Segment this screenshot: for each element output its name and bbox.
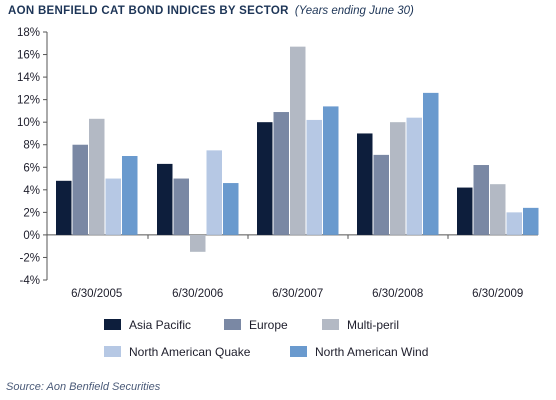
bar (306, 119, 322, 235)
y-tick-label: 6% (23, 162, 40, 174)
y-tick-label: 8% (23, 140, 40, 152)
bar (523, 207, 539, 235)
legend-label: Europe (249, 318, 288, 332)
legend-label: Asia Pacific (129, 318, 191, 332)
y-tick-label: 10% (17, 117, 40, 129)
bar (223, 183, 239, 235)
legend-swatch (290, 346, 307, 357)
bar (390, 122, 406, 235)
bar (323, 106, 339, 235)
chart-subtitle: (Years ending June 30) (294, 5, 414, 17)
bar (457, 187, 473, 235)
bar (490, 184, 506, 235)
chart-title-block: AON BENFIELD CAT BOND INDICES BY SECTOR … (8, 5, 414, 17)
y-tick-label: 16% (17, 50, 40, 62)
bar (190, 234, 206, 252)
bar (423, 92, 439, 235)
y-tick-label: 14% (17, 72, 40, 84)
legend-swatch (104, 346, 121, 357)
y-tick-label: -2% (20, 252, 40, 264)
bar (406, 117, 422, 235)
bar (173, 178, 189, 235)
x-tick-label: 6/30/2007 (272, 288, 323, 300)
y-tick-label: 12% (17, 95, 40, 107)
bar (89, 118, 105, 235)
y-tick-label: -4% (20, 275, 40, 287)
bar (72, 144, 88, 235)
y-tick-label: 2% (23, 207, 40, 219)
x-tick-label: 6/30/2009 (472, 288, 523, 300)
bar (105, 178, 121, 235)
bar (357, 133, 373, 235)
bar (122, 156, 138, 235)
bar (290, 46, 306, 235)
legend-swatch (104, 319, 121, 330)
legend-label: Multi-peril (347, 318, 399, 332)
y-tick-label: 18% (17, 27, 40, 39)
bar (506, 212, 522, 235)
bar (273, 112, 289, 235)
bar (373, 154, 389, 235)
bar (157, 163, 173, 235)
bar (257, 122, 273, 235)
legend-label: North American Quake (129, 345, 251, 359)
bar (206, 150, 222, 235)
x-tick-label: 6/30/2008 (372, 288, 423, 300)
legend-swatch (322, 319, 339, 330)
x-tick-label: 6/30/2006 (172, 288, 223, 300)
legend-swatch (224, 319, 241, 330)
y-tick-label: 0% (23, 230, 40, 242)
bar (473, 165, 489, 235)
y-tick-label: 4% (23, 185, 40, 197)
bar (56, 180, 72, 235)
source-note: Source: Aon Benfield Securities (6, 381, 161, 393)
x-tick-label: 6/30/2005 (71, 288, 122, 300)
chart-title: AON BENFIELD CAT BOND INDICES BY SECTOR (8, 5, 289, 17)
legend-label: North American Wind (315, 345, 428, 359)
